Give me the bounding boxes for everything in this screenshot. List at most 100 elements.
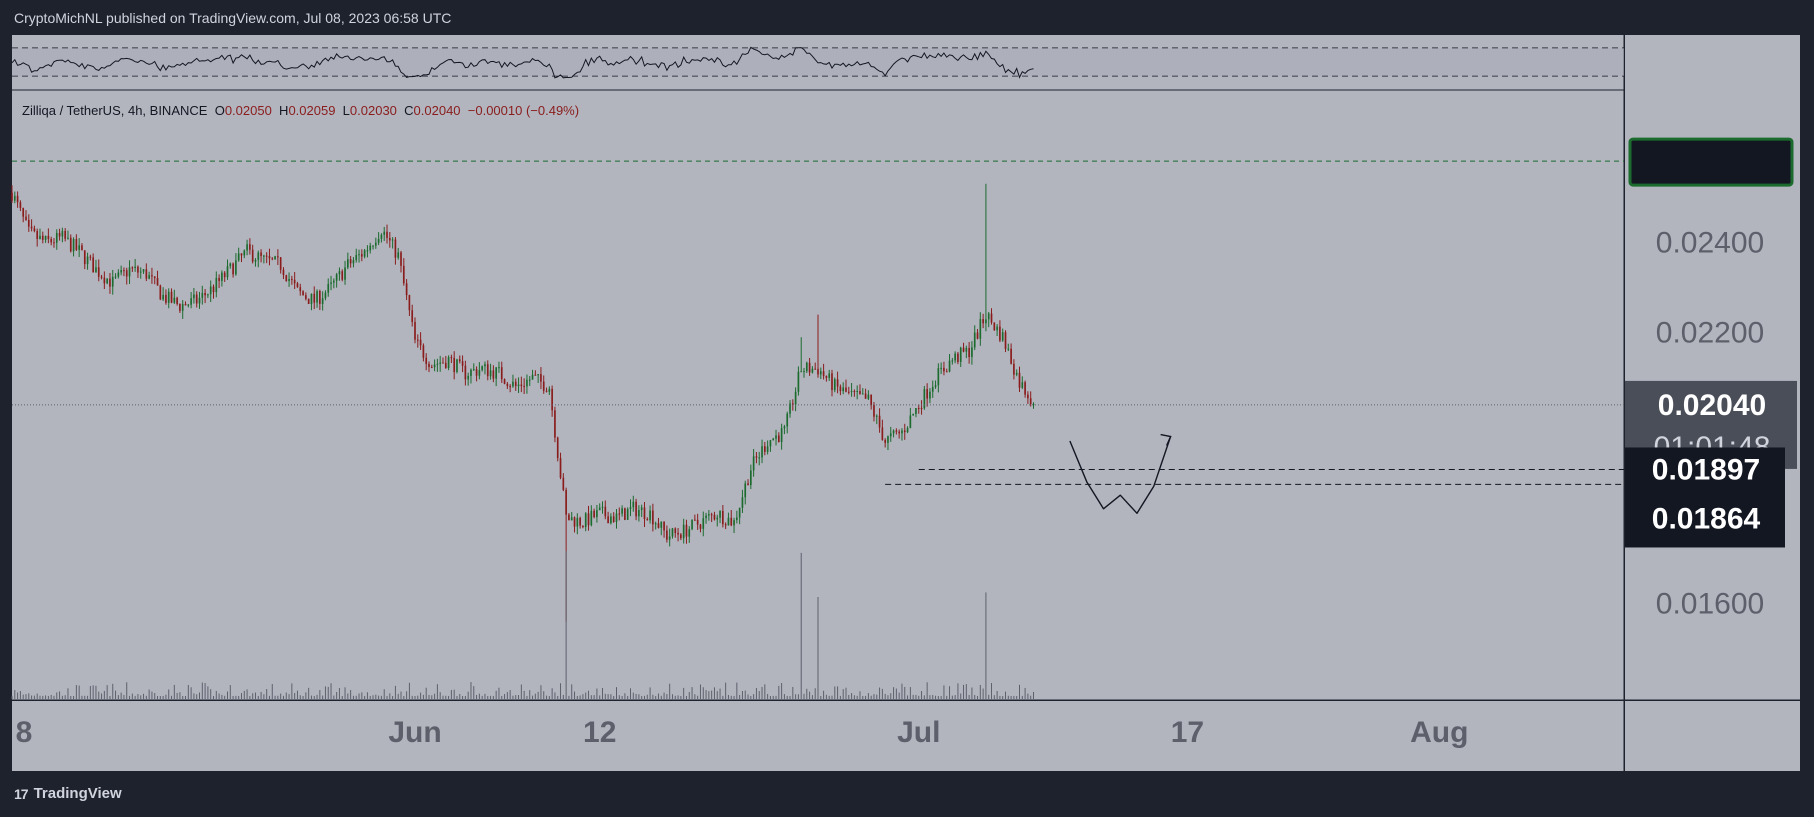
candle-body	[64, 230, 67, 239]
candle-body	[123, 270, 125, 272]
candle-body	[635, 501, 637, 517]
candle-body	[201, 292, 204, 298]
candle-body	[39, 235, 41, 239]
time-tick-label: Jul	[897, 716, 940, 749]
candle-body	[257, 252, 260, 260]
candle-body	[514, 381, 517, 387]
candle-body	[30, 226, 33, 229]
candle-body	[366, 250, 369, 252]
candle-body	[901, 430, 903, 434]
candle-body	[663, 521, 665, 531]
candle-body	[842, 387, 845, 392]
ohlc-legend: Zilliqa / TetherUS, 4h, BINANCE O0.02050…	[22, 103, 579, 118]
candle-body	[861, 393, 864, 395]
candle-body	[724, 524, 727, 526]
oscillator-line	[11, 46, 1034, 79]
candle-body	[310, 293, 313, 304]
candle-body	[344, 267, 346, 280]
candle-body	[892, 430, 895, 434]
projection-path	[1069, 436, 1172, 514]
candle-body	[277, 256, 279, 258]
publish-info: CryptoMichNL published on TradingView.co…	[14, 10, 452, 26]
candle-body	[780, 428, 783, 443]
candle-body	[903, 430, 906, 433]
time-scale-background	[12, 701, 1624, 771]
price-tick-label: 0.01600	[1656, 588, 1764, 621]
candle-body	[772, 438, 775, 441]
candle-body	[36, 231, 39, 239]
candle-body	[881, 427, 884, 440]
candle-body	[27, 219, 30, 227]
price-tick-label: 0.02400	[1656, 226, 1764, 259]
candle-body	[758, 457, 761, 459]
candle-body	[221, 272, 223, 281]
candle-body	[47, 235, 50, 240]
candle-body	[394, 239, 397, 258]
candle-body	[472, 369, 475, 371]
candle-body	[845, 387, 847, 392]
candle-body	[193, 294, 195, 299]
candle-body	[917, 408, 920, 410]
candle-body	[948, 360, 951, 372]
candle-body	[470, 369, 472, 376]
candle-body	[492, 370, 495, 379]
candle-body	[372, 245, 374, 247]
candle-body	[649, 510, 651, 521]
low-label: L	[342, 103, 350, 118]
candle-body	[682, 524, 685, 539]
candle-body	[789, 403, 791, 414]
candle-body	[349, 259, 352, 264]
candle-body	[873, 405, 875, 417]
low-value: 0.02030	[349, 103, 397, 118]
candle-body	[629, 507, 632, 509]
candle-body	[579, 517, 581, 526]
close-label: C	[404, 103, 414, 118]
high-value: 0.02059	[288, 103, 336, 118]
candle-body	[562, 477, 565, 490]
candle-body	[1018, 372, 1021, 388]
candle-body	[752, 456, 755, 471]
candle-body	[386, 231, 388, 238]
candle-body	[604, 506, 607, 517]
candle-body	[41, 235, 44, 240]
candle-body	[408, 295, 411, 311]
candle-body	[517, 384, 520, 387]
candle-body	[545, 390, 548, 392]
candle-body	[584, 513, 587, 528]
candle-body	[425, 357, 428, 364]
candle-body	[235, 260, 237, 275]
candle-body	[850, 391, 853, 393]
footer-brand[interactable]: 17 TradingView	[14, 785, 122, 802]
candle-body	[596, 510, 598, 518]
candle-body	[33, 228, 36, 232]
candle-body	[990, 313, 993, 323]
candle-body	[568, 514, 570, 521]
candle-body	[296, 283, 299, 288]
candle-body	[305, 295, 307, 299]
candle-body	[142, 269, 145, 272]
candle-body	[173, 297, 176, 303]
candle-body	[428, 363, 430, 368]
candle-body	[696, 519, 699, 525]
candle-body	[422, 345, 425, 358]
candle-body	[923, 389, 926, 409]
candle-body	[590, 510, 593, 526]
candle-body	[11, 192, 13, 201]
candle-body	[187, 304, 190, 306]
candle-body	[808, 362, 811, 373]
candle-body	[987, 313, 990, 320]
candle-body	[777, 435, 780, 443]
candle-body	[632, 501, 635, 508]
candle-body	[621, 508, 623, 514]
current-price-label: 0.02040	[1658, 389, 1766, 422]
candle-body	[207, 294, 209, 296]
candle-body	[478, 370, 481, 376]
candle-body	[285, 275, 288, 282]
candle-body	[388, 237, 391, 241]
candle-body	[128, 267, 131, 277]
candle-body	[145, 269, 148, 279]
candle-body	[61, 230, 64, 237]
time-tick-label: Aug	[1410, 716, 1468, 749]
candle-body	[542, 381, 545, 391]
candle-body	[836, 379, 839, 387]
